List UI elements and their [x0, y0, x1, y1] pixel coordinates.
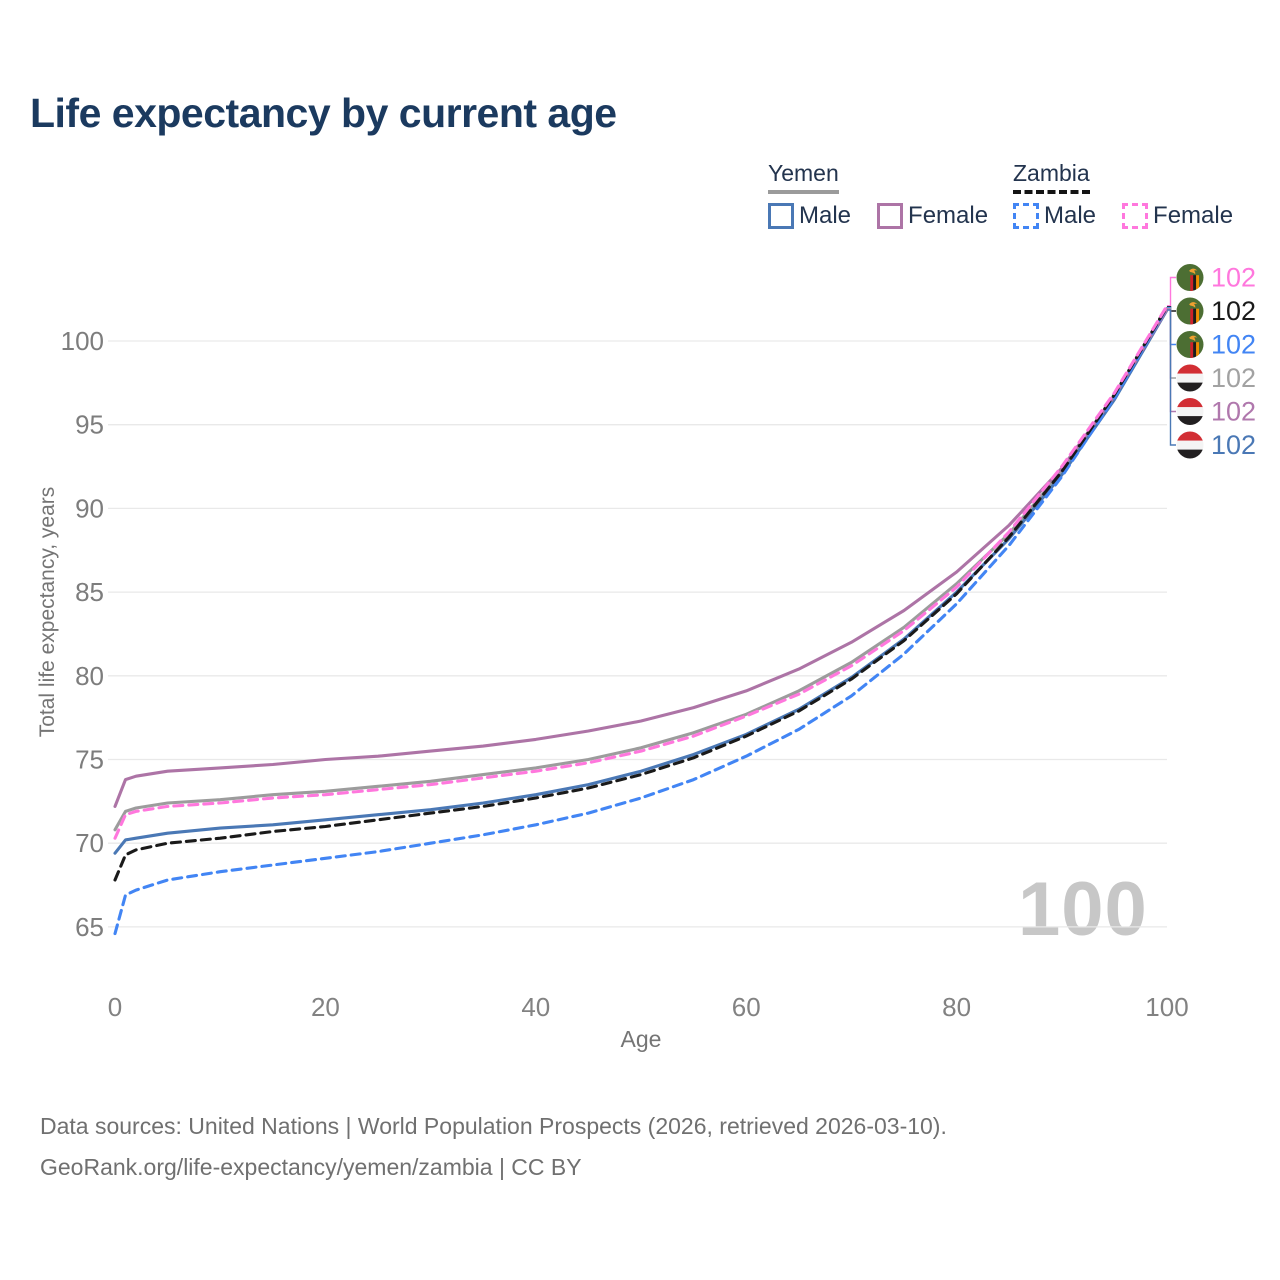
series-line-zambia_total[interactable] [113, 305, 1169, 882]
x-tick-80: 80 [942, 992, 971, 1022]
legend-zambia-female-label: Female [1153, 202, 1234, 229]
x-tick-40: 40 [521, 992, 550, 1022]
y-tick-100: 100 [61, 326, 104, 356]
age-watermark: 100 [1018, 867, 1148, 952]
legend-group-yemen: Yemen Male Female [768, 160, 988, 230]
legend-yemen-female-label: Female [908, 202, 989, 229]
x-tick-0: 0 [108, 992, 122, 1022]
yemen-male-swatch-icon [768, 203, 794, 229]
legend-zambia-male[interactable]: Male [1013, 202, 1096, 230]
series-line-yemen_female[interactable] [113, 307, 1169, 808]
series-line-zambia_male[interactable] [113, 305, 1169, 936]
footer-attribution-line: GeoRank.org/life-expectancy/yemen/zambia… [40, 1154, 582, 1180]
leader-line-yemen_total [1167, 307, 1176, 379]
yemen-female-swatch-icon [877, 203, 904, 229]
x-axis-title: Age [620, 1026, 662, 1052]
yemen-flag-icon[interactable] [1177, 432, 1204, 459]
legend-yemen-header[interactable]: Yemen [768, 160, 839, 194]
series-line-zambia_female[interactable] [113, 304, 1169, 840]
yemen-flag-icon[interactable] [1177, 365, 1204, 392]
zambia-flag-icon[interactable] [1177, 264, 1204, 291]
y-tick-70: 70 [75, 828, 104, 858]
legend-zambia-male-label: Male [1044, 202, 1097, 229]
leader-line-zambia_male [1167, 306, 1176, 346]
y-tick-65: 65 [75, 912, 104, 942]
footer-sources-line: Data sources: United Nations | World Pop… [40, 1113, 947, 1139]
x-tick-20: 20 [311, 992, 340, 1022]
page-title: Life expectancy by current age [30, 90, 617, 136]
end-value-yemen_female[interactable]: 102 [1211, 397, 1256, 427]
zambia-flag-icon[interactable] [1177, 298, 1204, 325]
y-tick-85: 85 [75, 577, 104, 607]
leader-line-yemen_female [1167, 308, 1176, 413]
series-lines [113, 304, 1169, 936]
x-tick-60: 60 [732, 992, 761, 1022]
zambia-male-swatch-icon [1013, 203, 1039, 229]
end-value-zambia_total[interactable]: 102 [1211, 296, 1256, 326]
y-tick-90: 90 [75, 493, 104, 523]
footer: Data sources: United Nations | World Pop… [40, 1106, 947, 1188]
gridlines [108, 340, 1167, 928]
legend-yemen-female[interactable]: Female [877, 202, 988, 230]
end-value-zambia_male[interactable]: 102 [1211, 330, 1256, 360]
end-value-yemen_male[interactable]: 102 [1211, 430, 1256, 460]
y-tick-75: 75 [75, 745, 104, 775]
leader-lines [1167, 276, 1176, 446]
end-value-zambia_female[interactable]: 102 [1211, 263, 1256, 293]
end-value-yemen_total[interactable]: 102 [1211, 363, 1256, 393]
y-tick-80: 80 [75, 661, 104, 691]
yemen-flag-icon[interactable] [1177, 398, 1204, 425]
axis-tick-labels: 65 70 75 80 85 90 95 100 0 20 40 60 80 100 [61, 326, 1189, 1022]
series-line-yemen_male[interactable] [113, 308, 1169, 855]
legend-zambia-female[interactable]: Female [1122, 202, 1233, 230]
zambia-female-swatch-icon [1122, 203, 1149, 229]
x-tick-100: 100 [1145, 992, 1188, 1022]
y-tick-95: 95 [75, 410, 104, 440]
zambia-flag-icon[interactable] [1177, 331, 1204, 358]
legend-yemen-male[interactable]: Male [768, 202, 851, 230]
leader-line-yemen_male [1167, 309, 1176, 446]
legend-zambia-header[interactable]: Zambia [1013, 160, 1090, 194]
legend-group-zambia: Zambia Male Female [1013, 160, 1233, 230]
leader-line-zambia_female [1167, 276, 1176, 307]
legend-yemen-male-label: Male [799, 202, 852, 229]
